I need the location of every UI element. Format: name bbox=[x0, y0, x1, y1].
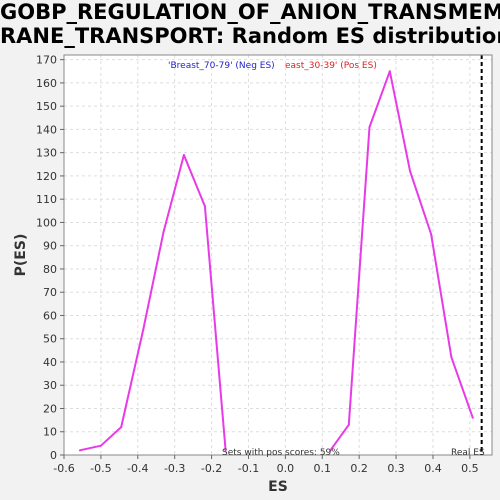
data-point bbox=[182, 154, 185, 156]
y-tick-label: 170 bbox=[36, 54, 57, 67]
series-layer bbox=[78, 70, 474, 452]
chart-title-line-2: RANE_TRANSPORT: Random ES distribution bbox=[0, 24, 500, 48]
data-point bbox=[430, 233, 433, 236]
data-point bbox=[347, 423, 350, 426]
chart-title-line-1: GOBP_REGULATION_OF_ANION_TRANSMEMB bbox=[0, 0, 500, 24]
x-tick-label: 0.1 bbox=[314, 462, 332, 475]
y-tick-label: 10 bbox=[43, 426, 57, 439]
x-tick-label: 0.5 bbox=[461, 462, 479, 475]
data-point bbox=[368, 126, 371, 129]
x-tick-label: -0.4 bbox=[127, 462, 148, 475]
data-point bbox=[450, 356, 453, 359]
plot-frame bbox=[63, 54, 493, 456]
data-point bbox=[409, 170, 412, 173]
y-axis-label: P(ES) bbox=[13, 234, 29, 277]
y-tick-label: 30 bbox=[43, 379, 57, 392]
y-tick-label: 100 bbox=[36, 216, 57, 229]
axes: -0.6 -0.5 -0.4 -0.3 -0.2 -0.1 0.0 0.1 0.2 0.3 0.4 0… bbox=[36, 54, 479, 475]
data-point bbox=[142, 328, 145, 331]
x-tick-label: -0.2 bbox=[201, 462, 222, 475]
grid bbox=[63, 55, 492, 456]
x-tick-label: -0.5 bbox=[90, 462, 111, 475]
y-tick-label: 60 bbox=[43, 309, 57, 322]
x-tick-label: -0.1 bbox=[238, 462, 259, 475]
plot-background bbox=[64, 55, 492, 455]
y-tick-label: 0 bbox=[50, 449, 57, 462]
data-point bbox=[162, 230, 165, 233]
series-line-2 bbox=[329, 70, 474, 451]
y-tick-label: 20 bbox=[43, 402, 57, 415]
data-point bbox=[471, 416, 474, 419]
y-tick-label: 140 bbox=[36, 123, 57, 136]
chart-title: GOBP_REGULATION_OF_ANION_TRANSMEMB RANE_… bbox=[0, 0, 500, 48]
data-point bbox=[78, 449, 81, 452]
data-point bbox=[329, 449, 332, 452]
x-tick-label: 0.2 bbox=[350, 462, 368, 475]
series-line-1 bbox=[79, 154, 227, 452]
data-point bbox=[120, 426, 123, 429]
y-tick-label: 160 bbox=[36, 77, 57, 90]
data-point bbox=[388, 70, 391, 73]
x-tick-label: 0.0 bbox=[277, 462, 295, 475]
neg-es-label: 'Breast_70-79' (Neg ES) bbox=[168, 61, 275, 71]
y-tick-label: 150 bbox=[36, 100, 57, 113]
y-tick-label: 70 bbox=[43, 286, 57, 299]
y-tick-label: 90 bbox=[43, 240, 57, 253]
x-tick-label: 0.3 bbox=[387, 462, 405, 475]
x-tick-label: -0.3 bbox=[164, 462, 185, 475]
x-tick-label: 0.4 bbox=[424, 462, 442, 475]
y-tick-label: 110 bbox=[36, 193, 57, 206]
x-axis-label: ES bbox=[268, 479, 288, 495]
sets-with-pos-label: Sets with pos scores: 59% bbox=[222, 448, 340, 458]
data-point bbox=[224, 449, 227, 452]
x-tick-label: -0.6 bbox=[53, 462, 74, 475]
y-tick-label: 130 bbox=[36, 147, 57, 160]
real-es-label: Real ES bbox=[451, 448, 485, 458]
y-tick-label: 40 bbox=[43, 356, 57, 369]
data-point bbox=[203, 205, 206, 208]
y-tick-label: 50 bbox=[43, 333, 57, 346]
data-point bbox=[99, 444, 102, 447]
y-tick-label: 120 bbox=[36, 170, 57, 183]
y-tick-label: 80 bbox=[43, 263, 57, 276]
pos-es-label: east_30-39' (Pos ES) bbox=[285, 61, 377, 71]
